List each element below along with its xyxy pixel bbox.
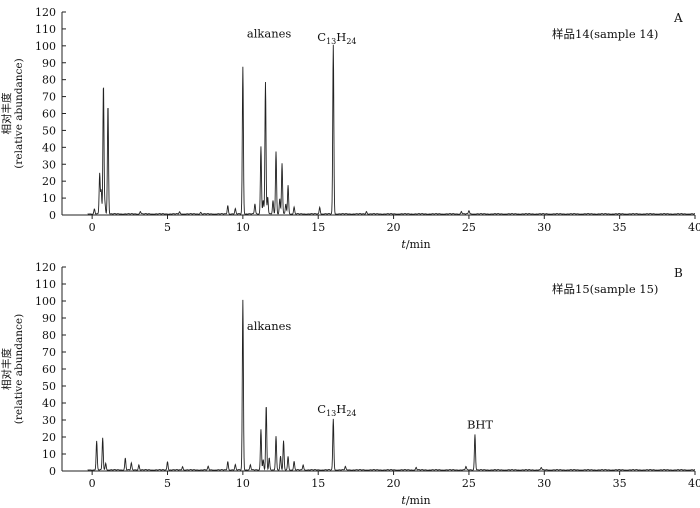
- y-tick-label: 10: [42, 192, 56, 205]
- y-tick-label: 70: [42, 91, 56, 104]
- y-tick-label: 10: [42, 448, 56, 461]
- chromatogram-trace: [87, 299, 696, 471]
- panel-letter: A: [673, 11, 683, 25]
- annotation-formula: C13H24: [317, 402, 356, 418]
- formula-sub1: 13: [326, 37, 336, 46]
- x-axis-label: t/min: [401, 494, 430, 507]
- y-axis-label-en: (relative abundance): [13, 314, 25, 424]
- y-tick-label: 0: [49, 465, 56, 478]
- x-tick-label: 35: [613, 477, 627, 490]
- x-tick-label: 15: [311, 477, 325, 490]
- x-tick-label: 40: [688, 477, 700, 490]
- x-tick-label: 5: [164, 477, 171, 490]
- formula-sub2: 24: [346, 37, 356, 46]
- formula-h: H: [336, 30, 346, 44]
- formula-c: C: [317, 402, 326, 416]
- chromatogram-panel-b: 0 10 20 30 40 50 60 70 80 90 100 110 120 0 5 10 15 20 25 30…: [0, 261, 700, 507]
- formula-c: C: [317, 30, 326, 44]
- formula-sub2: 24: [346, 409, 356, 418]
- x-axis-label-italic: t: [401, 494, 406, 507]
- chromatogram-panel-a: 0 10 20 30 40 50 60 70 80 90 100 110 120 0 5 10 15 20 25 30…: [0, 6, 700, 251]
- annotation-label: alkanes: [247, 319, 292, 333]
- y-tick-label: 110: [35, 23, 56, 36]
- y-tick-label: 80: [42, 329, 56, 342]
- y-tick-label: 120: [35, 6, 56, 19]
- x-tick-label: 25: [462, 477, 476, 490]
- y-tick-label: 40: [42, 141, 56, 154]
- x-tick-label: 0: [89, 221, 96, 234]
- y-tick-label: 20: [42, 175, 56, 188]
- y-tick-label: 90: [42, 57, 56, 70]
- x-tick-label: 20: [387, 221, 401, 234]
- x-tick-label: 20: [387, 477, 401, 490]
- y-tick-label: 120: [35, 261, 56, 274]
- y-tick-label: 30: [42, 158, 56, 171]
- formula-h: H: [336, 402, 346, 416]
- x-tick-label: 25: [462, 221, 476, 234]
- x-tick-label: 40: [688, 221, 700, 234]
- x-tick-label: 0: [89, 477, 96, 490]
- chromatogram-trace: [87, 44, 696, 215]
- y-tick-label: 100: [35, 295, 56, 308]
- y-tick-label: 50: [42, 124, 56, 137]
- y-axis-label-cn: 相对丰度: [0, 92, 13, 134]
- x-tick-label: 15: [311, 221, 325, 234]
- x-tick-label: 35: [613, 221, 627, 234]
- y-tick-label: 60: [42, 363, 56, 376]
- x-tick-label: 10: [236, 477, 250, 490]
- annotation-formula: C13H24: [317, 30, 356, 46]
- y-tick-label: 70: [42, 346, 56, 359]
- y-axis-label-en: (relative abundance): [13, 58, 25, 168]
- y-tick-label: 40: [42, 397, 56, 410]
- y-tick-label: 90: [42, 312, 56, 325]
- y-tick-label: 100: [35, 40, 56, 53]
- sample-label: 样品15(sample 15): [552, 282, 658, 296]
- y-tick-label: 110: [35, 278, 56, 291]
- x-axis-label-unit: /min: [406, 494, 431, 507]
- y-tick-label: 80: [42, 74, 56, 87]
- x-axis-label-italic: t: [401, 238, 406, 251]
- x-tick-label: 5: [164, 221, 171, 234]
- x-tick-label: 10: [236, 221, 250, 234]
- annotation-label: BHT: [467, 418, 493, 432]
- y-tick-label: 0: [49, 209, 56, 222]
- y-tick-label: 60: [42, 108, 56, 121]
- y-tick-label: 30: [42, 414, 56, 427]
- x-tick-label: 30: [537, 221, 551, 234]
- y-axis-label-cn: 相对丰度: [0, 348, 13, 390]
- x-tick-label: 30: [537, 477, 551, 490]
- formula-sub1: 13: [326, 409, 336, 418]
- panel-letter: B: [674, 266, 683, 280]
- y-tick-label: 20: [42, 431, 56, 444]
- x-axis-label: t/min: [401, 238, 430, 251]
- annotation-label: alkanes: [247, 26, 292, 40]
- y-tick-label: 50: [42, 380, 56, 393]
- sample-label: 样品14(sample 14): [552, 27, 658, 41]
- x-axis-label-unit: /min: [406, 238, 431, 251]
